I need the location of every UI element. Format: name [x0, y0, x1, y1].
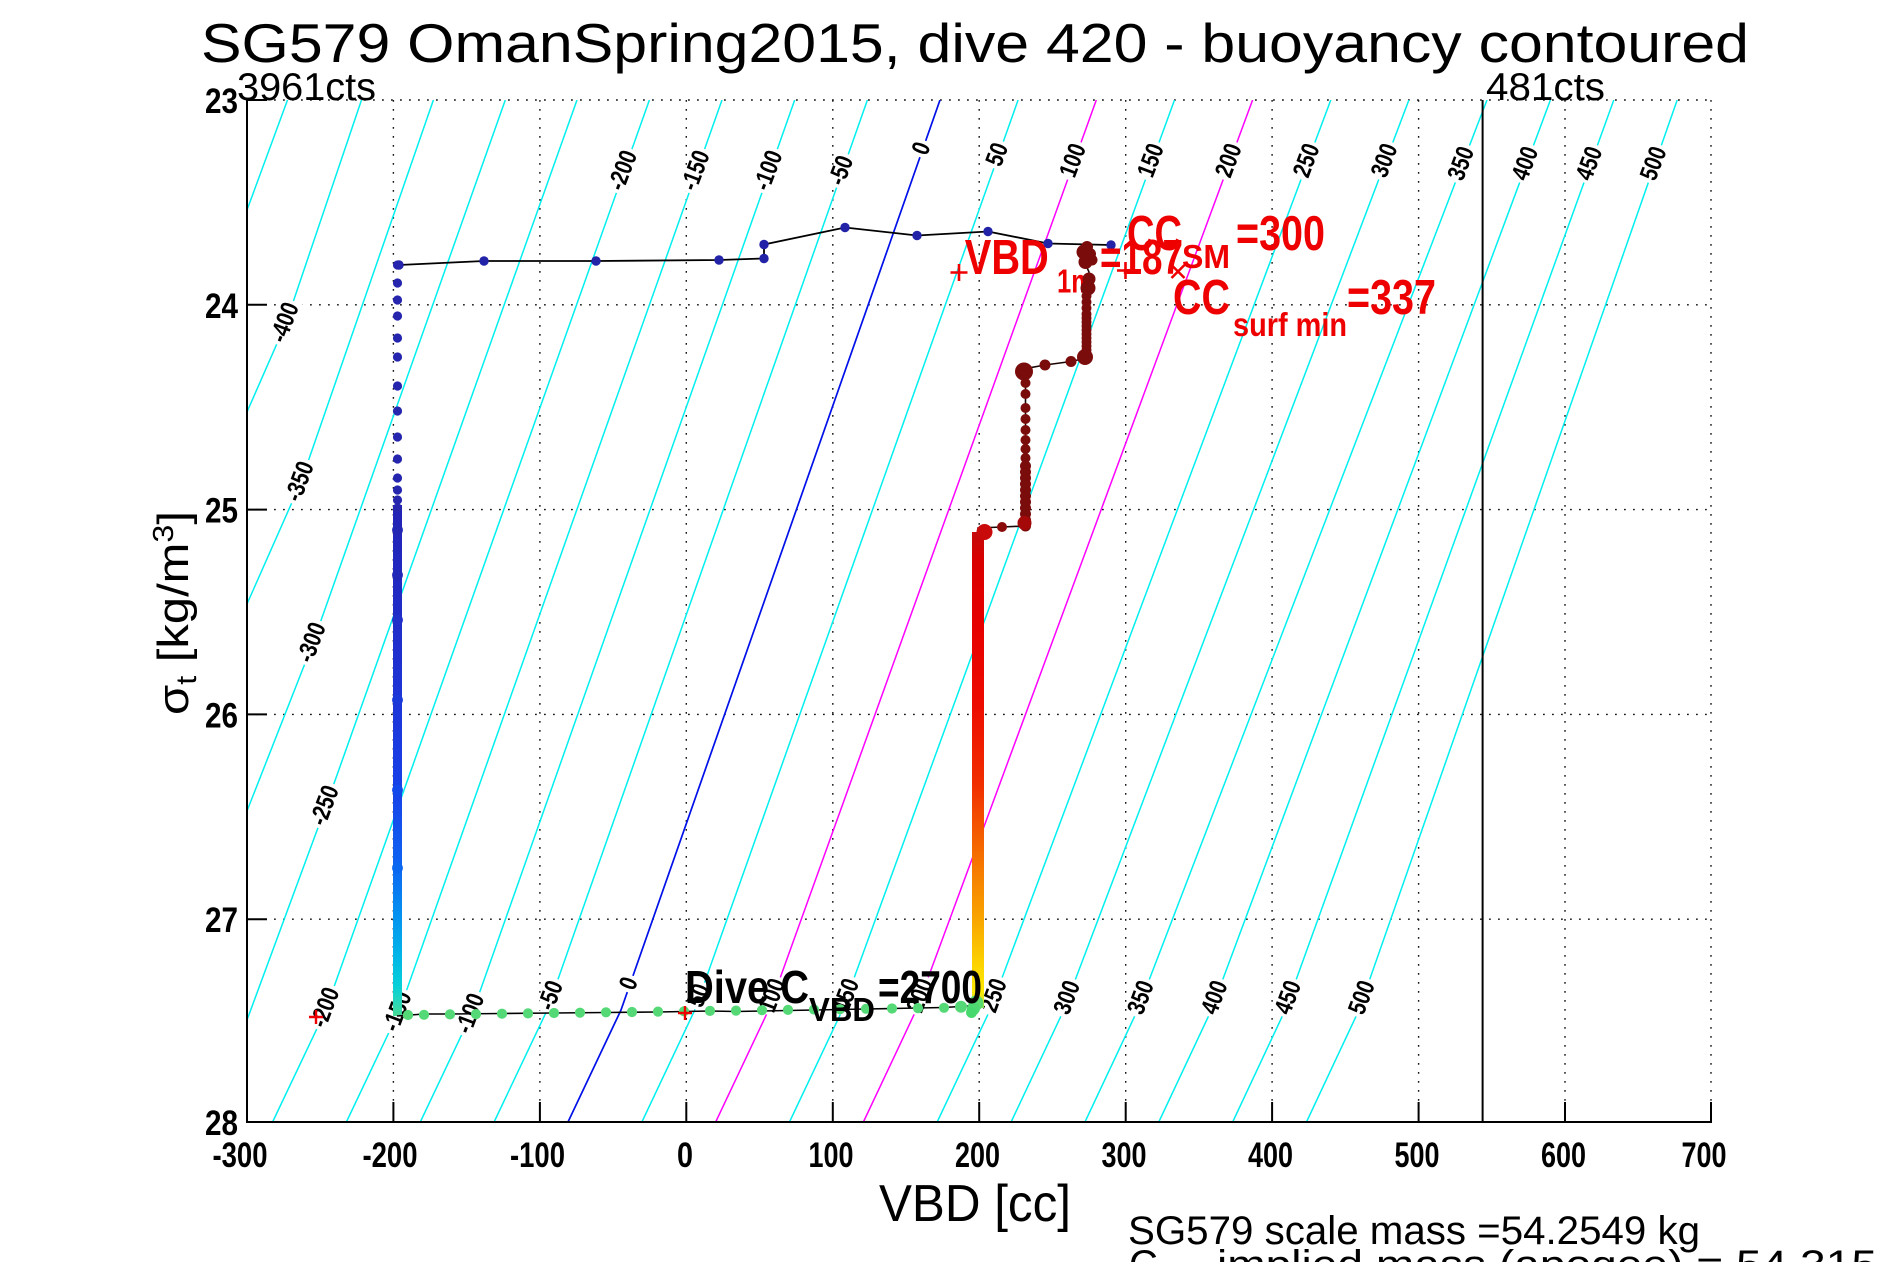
svg-text:surf min: surf min [1233, 306, 1347, 343]
svg-text:SM: SM [1182, 238, 1230, 275]
svg-text:23: 23 [205, 82, 238, 121]
svg-text:200: 200 [955, 1136, 1000, 1175]
svg-text:-200: -200 [363, 1136, 418, 1175]
svg-text:SG579 OmanSpring2015, dive 420: SG579 OmanSpring2015, dive 420 - buoyanc… [201, 12, 1749, 74]
svg-text:600: 600 [1541, 1136, 1586, 1175]
svg-text:700: 700 [1682, 1136, 1727, 1175]
svg-text:100: 100 [809, 1136, 854, 1175]
svg-text:Dive C: Dive C [685, 961, 809, 1013]
svg-text:CC: CC [1173, 271, 1230, 325]
svg-text:28: 28 [205, 1104, 238, 1143]
svg-text:300: 300 [1102, 1136, 1147, 1175]
svg-text:0: 0 [677, 1136, 693, 1175]
svg-text:σt [kg/m3]: σt [kg/m3] [148, 511, 203, 715]
svg-text:=337: =337 [1347, 271, 1436, 325]
svg-text:VBD: VBD [809, 991, 875, 1028]
svg-text:=187: =187 [1100, 231, 1183, 285]
svg-text:-100: -100 [510, 1136, 565, 1175]
svg-text:400: 400 [1248, 1136, 1293, 1175]
svg-text:3961cts: 3961cts [237, 66, 376, 109]
svg-text:C: C [1129, 1243, 1158, 1262]
svg-text:implied mass (apogee) = 54.315: implied mass (apogee) = 54.315 [1217, 1243, 1877, 1262]
svg-text:CC: CC [1127, 207, 1182, 261]
svg-text:VBD: VBD [965, 231, 1049, 285]
svg-text:26: 26 [205, 696, 238, 735]
svg-text:24: 24 [205, 287, 238, 326]
svg-text:=300: =300 [1236, 207, 1325, 261]
svg-text:VBD [cc]: VBD [cc] [879, 1175, 1071, 1233]
svg-text:500: 500 [1395, 1136, 1440, 1175]
svg-text:=2700: =2700 [878, 961, 982, 1013]
svg-text:-300: -300 [213, 1136, 268, 1175]
svg-text:25: 25 [205, 492, 238, 531]
svg-text:SG579 scale mass =54.2549 kg: SG579 scale mass =54.2549 kg [1128, 1209, 1700, 1253]
svg-text:481cts: 481cts [1486, 66, 1605, 109]
svg-text:27: 27 [205, 901, 238, 940]
